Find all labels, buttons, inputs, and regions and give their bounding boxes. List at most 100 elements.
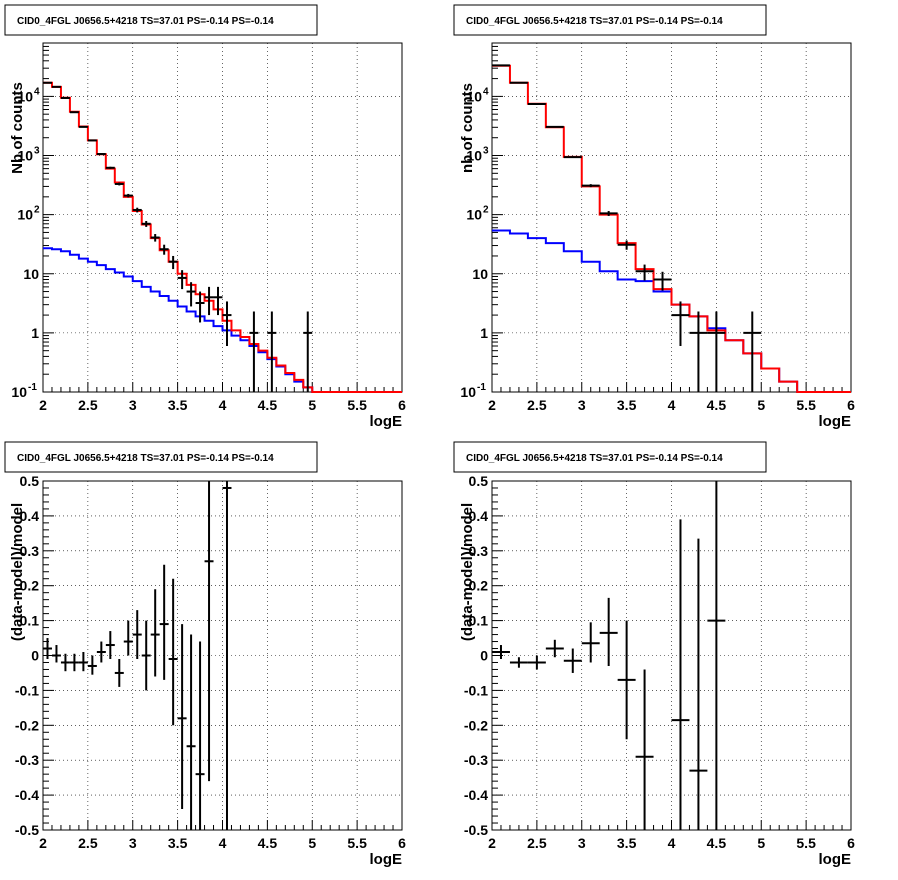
x-tick-label: 5	[757, 835, 765, 851]
y-tick-label: -0.4	[464, 787, 488, 803]
grid	[492, 43, 851, 392]
x-tick-label: 2	[39, 835, 47, 851]
x-tick-label: 4	[668, 397, 676, 413]
data-point	[52, 645, 61, 662]
x-axis-label: logE	[370, 413, 403, 430]
y-tick-exponent: 2	[34, 205, 40, 216]
y-tick-label: -0.1	[464, 682, 488, 698]
x-axis-label: logE	[819, 413, 852, 430]
x-tick-label: 3	[129, 397, 137, 413]
x-ticks	[43, 382, 402, 392]
data-points	[492, 65, 761, 392]
y-tick-label: -0.3	[464, 752, 488, 768]
chart-title: CID0_4FGL J0656.5+4218 TS=37.01 PS=-0.14…	[17, 453, 274, 464]
data-point	[600, 598, 618, 666]
x-tick-label: 2	[488, 397, 496, 413]
x-tick-label: 4.5	[707, 397, 727, 413]
x-tick-label: 3	[578, 397, 586, 413]
x-tick-label: 5.5	[796, 397, 816, 413]
data-point	[707, 481, 725, 830]
data-point	[142, 621, 151, 691]
y-tick-exponent: -1	[477, 382, 486, 393]
y-tick-label: -0.3	[15, 752, 39, 768]
y-tick-label: 1	[480, 325, 488, 341]
x-tick-label: 3.5	[168, 397, 188, 413]
y-tick-label: 0	[31, 648, 39, 664]
x-tick-label: 2.5	[78, 835, 98, 851]
x-tick-label: 3.5	[617, 397, 637, 413]
y-tick-label: 0.5	[20, 473, 40, 489]
y-tick-label: -0.5	[15, 822, 39, 838]
data-point	[528, 656, 546, 670]
x-tick-label: 2.5	[78, 397, 98, 413]
x-tick-label: 4	[219, 397, 227, 413]
data-point	[115, 659, 124, 687]
data-point	[546, 640, 564, 657]
data-point	[88, 656, 97, 675]
data-point	[169, 579, 178, 726]
data-point	[61, 654, 70, 671]
y-ticks	[43, 43, 54, 392]
x-tick-label: 4	[668, 835, 676, 851]
data-point	[106, 167, 115, 169]
panel-1: CID0_4FGL J0656.5+4218 TS=37.01 PS=-0.14…	[5, 5, 406, 430]
data-point	[160, 245, 169, 255]
panel-2: CID0_4FGL J0656.5+4218 TS=37.01 PS=-0.14…	[454, 5, 855, 430]
data-point	[187, 282, 196, 306]
x-tick-label: 3	[129, 835, 137, 851]
y-tick-label: -0.2	[15, 717, 39, 733]
y-axis-label: nb of counts	[459, 83, 476, 173]
grid	[43, 43, 402, 392]
y-ticks	[492, 43, 503, 392]
panel-3: CID0_4FGL J0656.5+4218 TS=37.01 PS=-0.14…	[5, 442, 406, 868]
data-point	[528, 104, 546, 105]
data-point	[124, 621, 133, 656]
data-point	[169, 256, 178, 269]
data-point	[133, 610, 142, 659]
data-point	[106, 631, 115, 659]
x-axis-label: logE	[370, 851, 403, 868]
data-point	[70, 112, 79, 113]
data-point	[88, 140, 97, 141]
grid	[43, 481, 402, 830]
x-tick-label: 6	[398, 835, 406, 851]
data-point	[79, 126, 88, 127]
chart-title: CID0_4FGL J0656.5+4218 TS=37.01 PS=-0.14…	[466, 16, 723, 27]
x-axis-label: logE	[819, 851, 852, 868]
data-point	[187, 635, 196, 830]
x-tick-label: 5	[308, 835, 316, 851]
data-points	[492, 481, 725, 830]
y-axis-label: (data-model)/model	[9, 503, 26, 641]
x-tick-label: 5	[757, 397, 765, 413]
y-tick-label: -0.5	[464, 822, 488, 838]
y-tick-label: 10	[472, 266, 488, 282]
y-tick-label: 10	[11, 384, 27, 400]
y-tick-label: 0.5	[469, 473, 489, 489]
data-point	[223, 301, 232, 346]
data-point	[689, 539, 707, 830]
y-tick-label: 10	[23, 266, 39, 282]
x-tick-label: 4	[219, 835, 227, 851]
x-ticks	[43, 820, 402, 830]
y-tick-label: -0.1	[15, 682, 39, 698]
y-tick-exponent: 3	[34, 146, 40, 157]
x-tick-label: 5.5	[796, 835, 816, 851]
data-point	[214, 287, 223, 315]
x-tick-label: 5.5	[347, 397, 367, 413]
data-point	[546, 126, 564, 127]
data-point	[178, 624, 187, 809]
y-axis-label: Nb of counts	[9, 82, 26, 174]
data-point	[707, 311, 725, 392]
data-point	[654, 272, 672, 291]
data-point	[196, 642, 205, 830]
chart-title: CID0_4FGL J0656.5+4218 TS=37.01 PS=-0.14…	[466, 453, 723, 464]
x-tick-label: 4.5	[707, 835, 727, 851]
x-tick-label: 3.5	[617, 835, 637, 851]
data-point	[618, 621, 636, 740]
data-point	[151, 234, 160, 242]
data-point	[636, 669, 654, 830]
data-point	[636, 265, 654, 281]
x-tick-label: 6	[847, 835, 855, 851]
data-point	[492, 645, 510, 659]
data-point	[249, 311, 258, 392]
